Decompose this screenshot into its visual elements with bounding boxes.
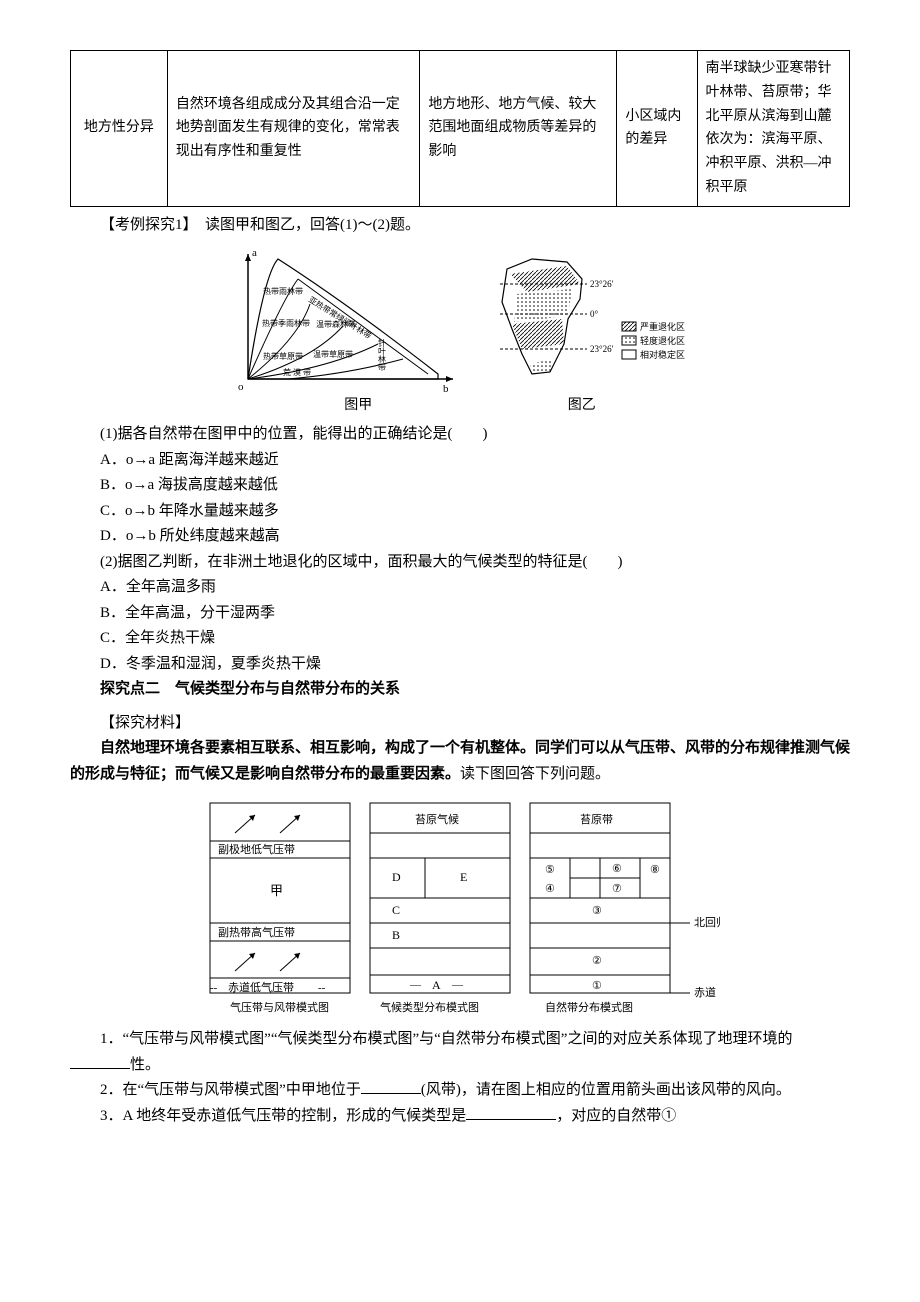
svg-text:副极地低气压带: 副极地低气压带 [218, 842, 295, 856]
svg-text:—: — [409, 979, 422, 991]
svg-text:自然带分布模式图: 自然带分布模式图 [545, 1000, 633, 1014]
caption-yi: 图乙 [482, 394, 682, 418]
figure-1: a b o 热带雨林带 热带季雨林带 亚热带常绿阔叶林带 温带森林带 热带草原带… [70, 244, 850, 418]
svg-text:23°26′: 23°26′ [590, 279, 614, 289]
svg-text:①: ① [592, 980, 602, 992]
q2-stem: (2)据图乙判断，在非洲土地退化的区域中，面积最大的气候类型的特征是( ) [70, 550, 850, 576]
question-1: 1．“气压带与风带模式图”“气候类型分布模式图”与“自然带分布模式图”之间的对应… [70, 1027, 850, 1078]
q2-B: B．全年高温，分干湿两季 [70, 601, 850, 627]
svg-text:A: A [432, 978, 441, 992]
svg-text:荒 漠 带: 荒 漠 带 [283, 367, 311, 377]
question-2: 2．在“气压带与风带模式图”中甲地位于 (风带)，请在图上相应的位置用箭头画出该风… [70, 1078, 850, 1104]
svg-text:23°26′: 23°26′ [590, 344, 614, 354]
question-3: 3．A 地终年受赤道低气压带的控制，形成的气候类型是 ，对应的自然带① [70, 1104, 850, 1130]
example-1-title: 【考例探究1】 读图甲和图乙，回答(1)～(2)题。 [70, 213, 850, 239]
svg-text:④: ④ [545, 883, 555, 895]
svg-text:赤道: 赤道 [694, 985, 716, 999]
svg-text:0°: 0° [590, 309, 599, 319]
blank-1[interactable] [70, 1053, 130, 1069]
q3-tail: ，对应的自然带① [556, 1108, 676, 1124]
material-text: 自然地理环境各要素相互联系、相互影响，构成了一个有机整体。同学们可以从气压带、风… [70, 736, 850, 787]
q1-text: 1．“气压带与风带模式图”“气候类型分布模式图”与“自然带分布模式图”之间的对应… [100, 1031, 792, 1047]
svg-text:热带草原带: 热带草原带 [263, 351, 303, 361]
material-label: 【探究材料】 [70, 711, 850, 737]
cell-factor: 地方地形、地方气候、较大范围地面组成物质等差异的影响 [420, 51, 617, 207]
svg-text:C: C [392, 903, 400, 917]
q1-A: A．o→a 距离海洋越来越近 [70, 448, 850, 474]
q1-B: B．o→a 海拔高度越来越低 [70, 473, 850, 499]
q2-text: 2．在“气压带与风带模式图”中甲地位于 [100, 1082, 361, 1098]
figure-2-svg: 副极地低气压带 甲 副热带高气压带 -- 赤道低气压带 -- 气压带与风带模式图… [200, 793, 720, 1023]
svg-text:—: — [451, 979, 464, 991]
svg-text:北回归线: 北回归线 [694, 915, 720, 929]
svg-text:E: E [460, 870, 467, 884]
blank-3[interactable] [466, 1104, 556, 1120]
cell-desc: 自然环境各组成成分及其组合沿一定地势剖面发生有规律的变化，常常表现出有序性和重复… [167, 51, 420, 207]
svg-text:甲: 甲 [270, 883, 283, 898]
svg-text:⑤: ⑤ [545, 864, 555, 876]
svg-text:温带草原带: 温带草原带 [313, 349, 353, 359]
svg-text:--: -- [210, 982, 218, 994]
figure-yi-svg: 23°26′ 0° 23°26′ 严重退化区 轻度退化区 相对稳定区 [472, 244, 692, 394]
svg-text:副热带高气压带: 副热带高气压带 [218, 925, 295, 939]
svg-text:D: D [392, 870, 401, 884]
svg-text:热带雨林带: 热带雨林带 [263, 286, 303, 296]
svg-text:⑧: ⑧ [650, 864, 660, 876]
svg-text:轻度退化区: 轻度退化区 [640, 335, 685, 346]
topic-2-title: 探究点二 气候类型分布与自然带分布的关系 [70, 677, 850, 703]
q2-C: C．全年炎热干燥 [70, 626, 850, 652]
q2-D: D．冬季温和湿润，夏季炎热干燥 [70, 652, 850, 678]
svg-text:严重退化区: 严重退化区 [640, 321, 685, 332]
cell-example: 南半球缺少亚寒带针叶林带、苔原带；华北平原从滨海到山麓依次为：滨海平原、冲积平原… [697, 51, 849, 207]
svg-text:②: ② [592, 955, 602, 967]
q1-D: D．o→b 所处纬度越来越高 [70, 524, 850, 550]
q2-tail: (风带)，请在图上相应的位置用箭头画出该风带的风向。 [421, 1082, 791, 1098]
svg-text:B: B [392, 928, 400, 942]
svg-text:热带季雨林带: 热带季雨林带 [262, 318, 310, 328]
q1-C: C．o→b 年降水量越来越多 [70, 499, 850, 525]
figure-2: 副极地低气压带 甲 副热带高气压带 -- 赤道低气压带 -- 气压带与风带模式图… [70, 793, 850, 1023]
differentiation-table: 地方性分异 自然环境各组成成分及其组合沿一定地势剖面发生有规律的变化，常常表现出… [70, 50, 850, 207]
q1-tail: 性。 [130, 1057, 160, 1073]
svg-text:o: o [238, 381, 244, 393]
q1-stem: (1)据各自然带在图甲中的位置，能得出的正确结论是( ) [70, 422, 850, 448]
figure-jia-svg: a b o 热带雨林带 热带季雨林带 亚热带常绿阔叶林带 温带森林带 热带草原带… [228, 244, 468, 394]
svg-text:③: ③ [592, 905, 602, 917]
svg-text:b: b [443, 383, 449, 394]
svg-text:苔原带: 苔原带 [580, 812, 613, 826]
q3-text: 3．A 地终年受赤道低气压带的控制，形成的气候类型是 [100, 1108, 466, 1124]
blank-2[interactable] [361, 1078, 421, 1094]
caption-jia: 图甲 [238, 394, 478, 418]
svg-text:相对稳定区: 相对稳定区 [640, 349, 685, 360]
svg-text:a: a [252, 247, 257, 259]
cell-scope: 小区域内的差异 [617, 51, 697, 207]
svg-text:针叶林带: 针叶林带 [378, 338, 386, 372]
cell-type: 地方性分异 [71, 51, 168, 207]
material-tail: 读下图回答下列问题。 [460, 766, 610, 782]
svg-text:苔原气候: 苔原气候 [415, 812, 459, 826]
svg-text:⑥: ⑥ [612, 863, 622, 875]
svg-text:⑦: ⑦ [612, 883, 622, 895]
svg-text:赤道低气压带: 赤道低气压带 [228, 980, 294, 994]
svg-text:温带森林带: 温带森林带 [316, 319, 356, 329]
svg-text:--: -- [318, 982, 326, 994]
q2-A: A．全年高温多雨 [70, 575, 850, 601]
svg-text:气候类型分布模式图: 气候类型分布模式图 [380, 1000, 479, 1014]
svg-text:气压带与风带模式图: 气压带与风带模式图 [230, 1000, 329, 1014]
